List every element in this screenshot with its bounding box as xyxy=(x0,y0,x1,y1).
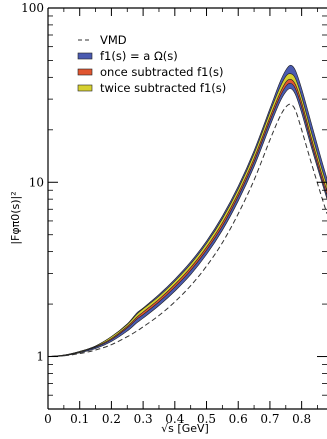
legend-label-1: f1(s) = a Ω(s) xyxy=(100,49,178,63)
legend-swatch-3 xyxy=(77,84,93,92)
legend-label-0: VMD xyxy=(100,33,127,47)
x-tick-label: 0.2 xyxy=(102,412,121,426)
y-tick-label: 10 xyxy=(29,175,44,189)
line-layer xyxy=(48,103,327,358)
band-series-1 xyxy=(48,64,327,357)
x-tick-label: 0.5 xyxy=(197,412,216,426)
line-series-vmd xyxy=(48,103,327,358)
band-series-2 xyxy=(48,76,327,357)
x-tick-label: 0.8 xyxy=(292,412,311,426)
x-tick-label: 0.4 xyxy=(165,412,184,426)
plot-frame xyxy=(47,7,327,410)
y-tick-label: 100 xyxy=(21,1,44,15)
legend-label-2: once subtracted f1(s) xyxy=(100,65,223,79)
tick-label-layer: 0 0.1 0.2 0.3 0.4 0.5 0.6 0.7 0.8 1 10 100 xyxy=(21,1,311,426)
y-axis-label: |Fφπ0(s)|² xyxy=(9,191,22,244)
x-tick-label: 0.1 xyxy=(70,412,89,426)
band-layer xyxy=(48,64,327,357)
legend: VMD f1(s) = a Ω(s) once subtracted f1(s) tw… xyxy=(77,33,226,95)
band-series-3 xyxy=(48,73,327,357)
x-axis-label: √s [GeV] xyxy=(161,422,209,435)
x-tick-label: 0.3 xyxy=(134,412,153,426)
x-tick-label: 0 xyxy=(44,412,52,426)
legend-swatch-2 xyxy=(77,68,93,76)
legend-swatch-1 xyxy=(77,52,93,60)
y-tick-label: 1 xyxy=(36,350,44,364)
legend-label-3: twice subtracted f1(s) xyxy=(100,81,226,95)
x-tick-label: 0.6 xyxy=(229,412,248,426)
tick-layer xyxy=(47,7,327,410)
x-tick-label: 0.7 xyxy=(260,412,279,426)
